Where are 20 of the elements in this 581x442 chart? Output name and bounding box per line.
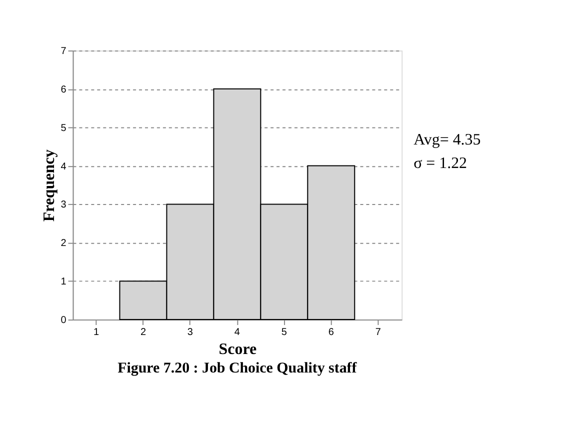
x-tick-label: 5 xyxy=(281,327,288,338)
y-tick-label: 3 xyxy=(60,200,67,211)
y-tick-label: 6 xyxy=(60,84,67,96)
x-axis-title: Score xyxy=(218,340,257,358)
y-tick-label: 5 xyxy=(60,122,67,134)
y-tick-label: 4 xyxy=(60,161,67,172)
y-axis-title: Frequency xyxy=(40,149,58,222)
x-tick-label: 4 xyxy=(234,327,240,338)
x-tick-label: 3 xyxy=(187,327,194,338)
y-tick-label: 7 xyxy=(60,46,67,57)
y-tick-label: 2 xyxy=(60,238,67,250)
x-tick-label: 6 xyxy=(328,327,334,338)
x-tick-label: 7 xyxy=(375,327,382,338)
text: Avg= 4.35 xyxy=(414,131,481,148)
x-tick-label: 2 xyxy=(140,327,146,338)
x-tick-label: 1 xyxy=(93,327,100,338)
text: σ = 1.22 xyxy=(414,155,468,172)
y-tick-label: 0 xyxy=(60,315,67,326)
y-tick-label: 1 xyxy=(60,276,67,288)
text: Figure 7.20 : Job Choice Quality staff xyxy=(118,360,358,376)
